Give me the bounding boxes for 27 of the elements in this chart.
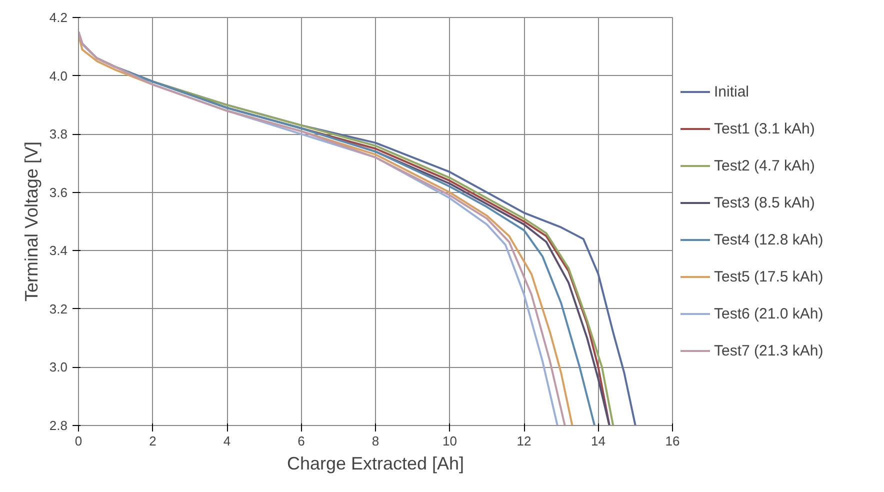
x-tick-label: 0: [74, 434, 82, 448]
x-tick-label: 4: [223, 434, 231, 448]
y-tick-label: 3.6: [49, 184, 68, 200]
legend-label: Test4 (12.8 kAh): [714, 231, 824, 248]
y-tick-label: 3.2: [49, 301, 68, 316]
y-tick-label: 2.8: [49, 418, 68, 433]
x-tick-label: 10: [442, 434, 457, 448]
y-tick-label: 3.8: [49, 126, 68, 142]
x-tick-label: 14: [591, 434, 606, 448]
x-tick-label: 8: [372, 434, 380, 448]
legend-label: Test6 (21.0 kAh): [714, 305, 824, 322]
y-tick-label: 4.0: [49, 68, 68, 84]
x-tick-label: 12: [516, 434, 532, 448]
x-tick-label: 2: [149, 434, 156, 448]
legend-label: Test7 (21.3 kAh): [714, 342, 824, 359]
y-tick-label: 4.2: [49, 10, 68, 25]
legend-label: Test2 (4.7 kAh): [714, 157, 815, 174]
legend-label: Test1 (3.1 kAh): [714, 120, 815, 137]
y-tick-label: 3.0: [49, 360, 68, 375]
x-axis-title: Charge Extracted [Ah]: [286, 454, 464, 474]
legend-label: Test5 (17.5 kAh): [714, 268, 824, 285]
y-axis-title: Terminal Voltage [V]: [21, 141, 42, 302]
y-tick-label: 3.4: [49, 243, 68, 258]
legend-label: Test3 (8.5 kAh): [714, 194, 815, 211]
x-tick-label: 16: [665, 434, 680, 448]
legend-label: Initial: [714, 83, 750, 100]
x-tick-label: 6: [298, 434, 305, 448]
